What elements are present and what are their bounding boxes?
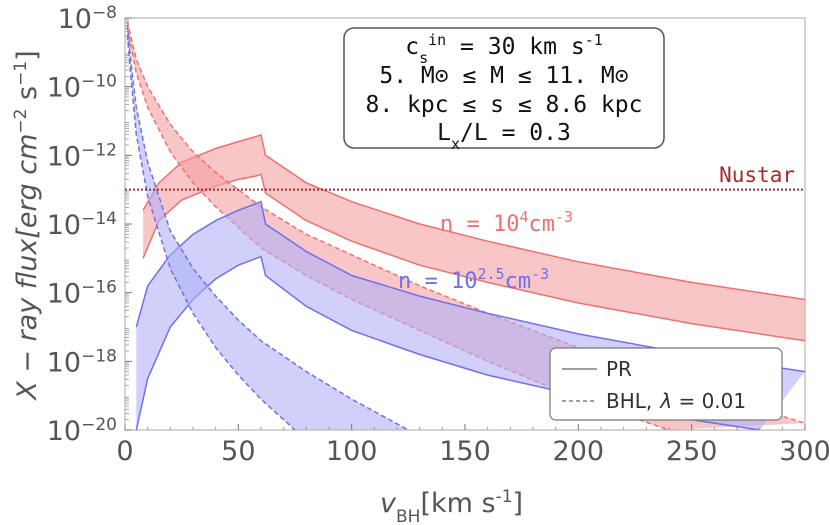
info-c-sub: s <box>419 49 428 67</box>
info-box: csin = 30 km s-1 5. M⊙ ≤ M ≤ 11. M⊙ 8. k… <box>343 27 665 153</box>
info-line-luminosity: Lx/L = 0.3 <box>437 120 571 153</box>
band-label-n25-unit-exp: -3 <box>531 265 549 283</box>
y-tick-exp: −14 <box>81 209 117 229</box>
y-tick-label: 10−20 <box>47 415 117 447</box>
pr-band-n4 <box>143 134 805 341</box>
band-label-n4-unit: cm <box>529 212 556 237</box>
legend-bhl-value: = 0.01 <box>672 389 746 413</box>
legend-bhl-lambda: λ <box>659 389 672 413</box>
x-tick-label: 300 <box>779 436 830 467</box>
y-axis-title: X − ray flux[erg cm−2 s−1] <box>11 50 43 401</box>
legend-frame <box>549 347 783 421</box>
y-tick-exp: −20 <box>81 415 117 435</box>
y-tick-base: 10 <box>47 210 81 241</box>
y-tick-label: 10−16 <box>47 278 117 310</box>
band-label-n25: n = 102.5cm-3 <box>398 265 549 294</box>
x-axis-title: vBH[km s-1] <box>380 487 523 525</box>
bhl-upper-line-n25 <box>126 24 409 430</box>
info-line-distance: 8. kpc ≤ s ≤ 8.6 kpc <box>366 92 643 118</box>
band-label-n25-unit: cm <box>505 269 532 294</box>
info-l-ratio: /L = 0.3 <box>460 120 571 146</box>
y-axis-title-text: X − ray flux[erg cm <box>12 134 43 402</box>
y-tick-exp: −18 <box>81 346 117 366</box>
info-c: c <box>405 34 419 60</box>
y-axis-title-mid: s <box>12 86 43 109</box>
legend-bhl-text: BHL, <box>606 389 652 413</box>
band-label-n4-exp: 4 <box>519 208 528 226</box>
y-tick-exp: −8 <box>92 3 117 23</box>
y-tick-label: 10−14 <box>47 209 117 241</box>
x-tick-label: 100 <box>326 436 378 467</box>
pr-lower-line-n4 <box>142 173 805 342</box>
nustar-label: Nustar <box>719 163 795 187</box>
y-axis-title-exp1: −2 <box>11 109 31 134</box>
x-tick-label: 250 <box>666 436 718 467</box>
y-tick-label: 10−18 <box>47 346 117 378</box>
band-label-n4: n = 104cm-3 <box>440 208 573 237</box>
info-line-sound-speed: csin = 30 km s-1 <box>405 31 603 67</box>
y-tick-exp: −10 <box>81 72 117 92</box>
x-tick-label: 50 <box>221 436 255 467</box>
y-tick-base: 10 <box>47 73 81 104</box>
band-label-n25-exp: 2.5 <box>477 265 504 283</box>
info-c-sup: in <box>428 31 446 49</box>
legend: PR BHL, λ = 0.01 <box>549 347 783 421</box>
bhl-lower-line-n25 <box>126 35 296 430</box>
x-axis-title-sub: BH <box>396 507 420 525</box>
x-tick-label: 200 <box>553 436 605 467</box>
y-tick-base: 10 <box>47 416 81 447</box>
y-tick-base: 10 <box>47 347 81 378</box>
y-tick-base: 10 <box>58 4 92 35</box>
info-c-value: = 30 km s <box>446 34 584 60</box>
x-tick-label: 0 <box>116 436 133 467</box>
x-axis-title-v: v <box>380 488 397 519</box>
x-axis-title-unit: [km s <box>420 488 495 519</box>
info-l: L <box>437 120 451 146</box>
y-tick-label: 10−8 <box>58 3 117 35</box>
x-tick-label: 150 <box>439 436 491 467</box>
info-box-frame <box>343 27 665 149</box>
x-axis-ticks: 0 50 100 150 200 250 300 <box>116 424 830 467</box>
pr-upper-line-n25 <box>135 200 805 373</box>
y-tick-exp: −16 <box>81 278 117 298</box>
bhl-band-n25 <box>127 24 409 430</box>
band-label-n4-unit-exp: -3 <box>555 208 573 226</box>
band-label-n25-base: n = 10 <box>398 269 477 294</box>
y-axis-title-exp2: −1 <box>11 61 31 86</box>
y-tick-exp: −12 <box>81 140 117 160</box>
pr-lower-line-n25 <box>135 255 760 430</box>
band-label-n4-base: n = 10 <box>440 212 519 237</box>
info-line-mass: 5. M⊙ ≤ M ≤ 11. M⊙ <box>379 63 628 89</box>
info-l-sub: x <box>451 135 460 153</box>
y-tick-base: 10 <box>47 141 81 172</box>
y-tick-label: 10−12 <box>47 140 117 172</box>
legend-bhl-label: BHL, λ = 0.01 <box>606 389 746 413</box>
x-axis-title-close: ] <box>513 488 524 519</box>
y-tick-label: 10−10 <box>47 72 117 104</box>
y-axis-title-close: ] <box>12 50 43 61</box>
y-tick-base: 10 <box>47 279 81 310</box>
x-axis-title-exp: -1 <box>496 487 513 507</box>
legend-pr-label: PR <box>606 357 632 381</box>
info-c-exp: -1 <box>585 31 603 49</box>
